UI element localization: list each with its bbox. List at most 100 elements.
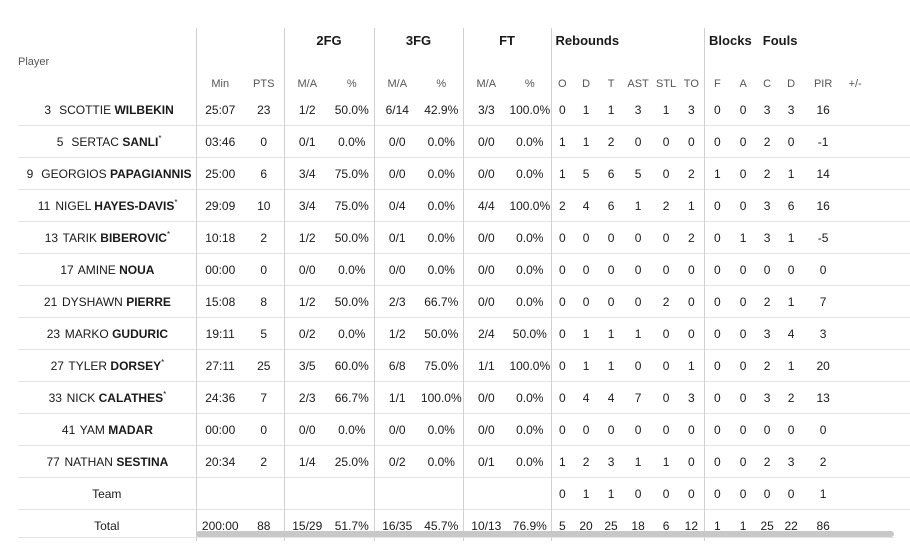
player-row[interactable]: 3 SCOTTIE WILBEKIN 25:07 23 1/2 50.0% 6/14 42.…	[18, 94, 910, 126]
stat-pts: 0	[244, 413, 284, 446]
player-cell[interactable]: 11 NIGEL HAYES-DAVIS*	[18, 189, 196, 222]
starter-marker: *	[174, 198, 178, 207]
player-last-name[interactable]: SESTINA	[116, 455, 169, 469]
stat-fd: 1	[778, 285, 805, 318]
stat-t: 1	[599, 349, 624, 382]
stat-a: 0	[730, 253, 757, 286]
stat-pts: 0	[244, 253, 284, 286]
player-last-name[interactable]: CALATHES	[98, 391, 164, 405]
stat-stl: 0	[653, 381, 680, 414]
player-last-name[interactable]: DORSEY	[110, 359, 162, 373]
player-row[interactable]: 9 GEORGIOS PAPAGIANNIS 25:00 6 3/4 75.0% 0/0 0…	[18, 157, 910, 190]
player-row[interactable]: 13 TARIK BIBEROVIC* 10:18 2 1/2 50.0% 0/1 0.0%…	[18, 221, 910, 254]
player-cell[interactable]: 9 GEORGIOS PAPAGIANNIS	[18, 157, 196, 190]
player-last-name[interactable]: MADAR	[108, 423, 153, 437]
player-last-name[interactable]: WILBEKIN	[114, 103, 174, 117]
player-last-name[interactable]: PIERRE	[126, 295, 171, 309]
group-rebounds: Rebounds	[550, 28, 624, 52]
header-player: Player	[18, 56, 50, 68]
player-row[interactable]: 27 TYLER DORSEY* 27:11 25 3/5 60.0% 6/8 75.0% 1…	[18, 349, 910, 382]
stat-fg2-pct: 75.0%	[330, 189, 375, 222]
stat-to: 1	[679, 189, 705, 222]
player-row[interactable]: 77 NATHAN SESTINA 20:34 2 1/4 25.0% 0/2 0.0% 0/…	[18, 445, 910, 478]
stat-stl: 2	[653, 189, 680, 222]
stat-ast: 0	[623, 349, 654, 382]
stat-c: 2	[756, 157, 779, 190]
stat-fg2-ma: 1/2	[283, 285, 330, 318]
stat-fg2-ma: 1/2	[283, 221, 330, 254]
player-cell[interactable]: 17 AMINE NOUA	[18, 253, 196, 286]
stat-pir: 0	[804, 413, 843, 446]
stat-fg2-pct: 0.0%	[330, 317, 375, 350]
stat-f: 0	[703, 253, 731, 286]
stat-a: 0	[730, 445, 757, 478]
player-last-name[interactable]: BIBEROVIC	[100, 231, 167, 245]
stat-c: 3	[756, 221, 779, 254]
stat-fg2-pct: 50.0%	[334, 102, 369, 117]
player-number: 13	[44, 231, 59, 245]
player-last-name[interactable]: SANLI	[122, 135, 159, 149]
group-3fg: 3FG	[373, 28, 464, 52]
stat-a: 0	[730, 477, 757, 510]
player-number: 33	[48, 391, 62, 405]
header-3fg-pct: %	[436, 78, 447, 90]
stat-ft-pct: 100.0%	[509, 349, 552, 382]
stat-fg3-pct: 0.0%	[420, 253, 464, 286]
horizontal-scrollbar[interactable]	[196, 531, 894, 537]
stat-to: 0	[679, 317, 705, 350]
stat-fg2-ma: 3/4	[283, 157, 330, 190]
header-2fg-ma: M/A	[283, 52, 330, 94]
stat-to: 3	[679, 381, 705, 414]
row-pad	[868, 157, 910, 190]
stat-pir: 16	[804, 189, 843, 222]
player-cell[interactable]: 77 NATHAN SESTINA	[18, 445, 196, 478]
player-cell[interactable]: 5 SERTAC SANLI*	[18, 125, 196, 158]
player-last-name[interactable]: PAPAGIANNIS	[109, 167, 192, 181]
stat-ft-pct: 0.0%	[509, 445, 552, 478]
player-cell[interactable]: 13 TARIK BIBEROVIC*	[18, 221, 196, 254]
header-plus-minus: +/-	[848, 78, 862, 90]
blank-group	[195, 28, 284, 52]
stat-ft-pct: 0.0%	[509, 125, 552, 158]
player-last-name[interactable]: HAYES-DAVIS	[94, 199, 175, 213]
player-cell[interactable]: 21 DYSHAWN PIERRE	[18, 285, 196, 318]
stat-pts: 5	[244, 317, 284, 350]
player-row[interactable]: 11 NIGEL HAYES-DAVIS* 29:09 10 3/4 75.0% 0/4 0…	[18, 189, 910, 222]
stat-ft-pct: 0.0%	[509, 285, 552, 318]
player-cell[interactable]: 41 YAM MADAR	[18, 413, 196, 446]
stat-pm	[842, 413, 869, 446]
header-pts: PTS	[253, 78, 275, 90]
stat-d: 1	[573, 349, 600, 382]
player-last-name[interactable]: GUDURIC	[112, 327, 169, 341]
player-row[interactable]: 17 AMINE NOUA 00:00 0 0/0 0.0% 0/0 0.0% 0/0 0.0%…	[18, 253, 910, 286]
stat-ft-pct: 0.0%	[509, 381, 552, 414]
stat-fd: 6	[778, 189, 805, 222]
player-row[interactable]: 23 MARKO GUDURIC 19:11 5 0/2 0.0% 1/2 50.0% 2/4…	[18, 317, 910, 350]
player-row[interactable]: 41 YAM MADAR 00:00 0 0/0 0.0% 0/0 0.0% 0/0 0.0% 0…	[18, 413, 910, 446]
stat-stl: 0	[653, 157, 680, 190]
player-row[interactable]: 21 DYSHAWN PIERRE 15:08 8 1/2 50.0% 2/3 66.7% 0…	[18, 285, 910, 318]
stat-to: 0	[679, 413, 705, 446]
stat-fd: 0	[778, 477, 805, 510]
player-row[interactable]: 5 SERTAC SANLI* 03:46 0 0/1 0.0% 0/0 0.0% 0/0 0.…	[18, 125, 910, 158]
stat-ft-pct: 50.0%	[509, 317, 552, 350]
player-number: 23	[46, 327, 61, 341]
header-2fg-pct: %	[346, 78, 357, 90]
player-cell[interactable]: 3 SCOTTIE WILBEKIN	[18, 94, 196, 126]
player-cell[interactable]: 27 TYLER DORSEY*	[18, 349, 196, 382]
stat-fg3-ma: 0/0	[373, 413, 421, 446]
stat-pts: 2	[244, 445, 284, 478]
player-last-name[interactable]: NOUA	[119, 263, 155, 277]
stat-ast: 0	[623, 253, 654, 286]
stat-fg2-ma: 0/0	[283, 253, 330, 286]
header-ft-pct: %	[524, 78, 535, 90]
row-pad	[868, 349, 910, 382]
stat-pts: 0	[244, 125, 284, 158]
stat-o: 0	[550, 221, 574, 254]
stat-c: 3	[756, 381, 779, 414]
player-cell[interactable]: 23 MARKO GUDURIC	[18, 317, 196, 350]
player-number: 77	[46, 455, 60, 469]
player-row[interactable]: 33 NICK CALATHES* 24:36 7 2/3 66.7% 1/1 100.0%…	[18, 381, 910, 414]
player-cell[interactable]: 33 NICK CALATHES*	[18, 381, 196, 414]
stat-d: 0	[573, 413, 600, 446]
